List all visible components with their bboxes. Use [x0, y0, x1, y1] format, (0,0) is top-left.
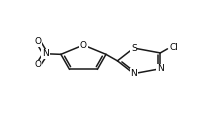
Text: S: S — [131, 44, 137, 53]
Text: N: N — [42, 49, 49, 58]
Text: O: O — [35, 60, 42, 69]
Text: Cl: Cl — [170, 43, 178, 52]
Text: O: O — [80, 41, 87, 49]
Text: N: N — [130, 69, 137, 78]
Text: N: N — [157, 64, 164, 73]
Text: O: O — [35, 37, 42, 46]
